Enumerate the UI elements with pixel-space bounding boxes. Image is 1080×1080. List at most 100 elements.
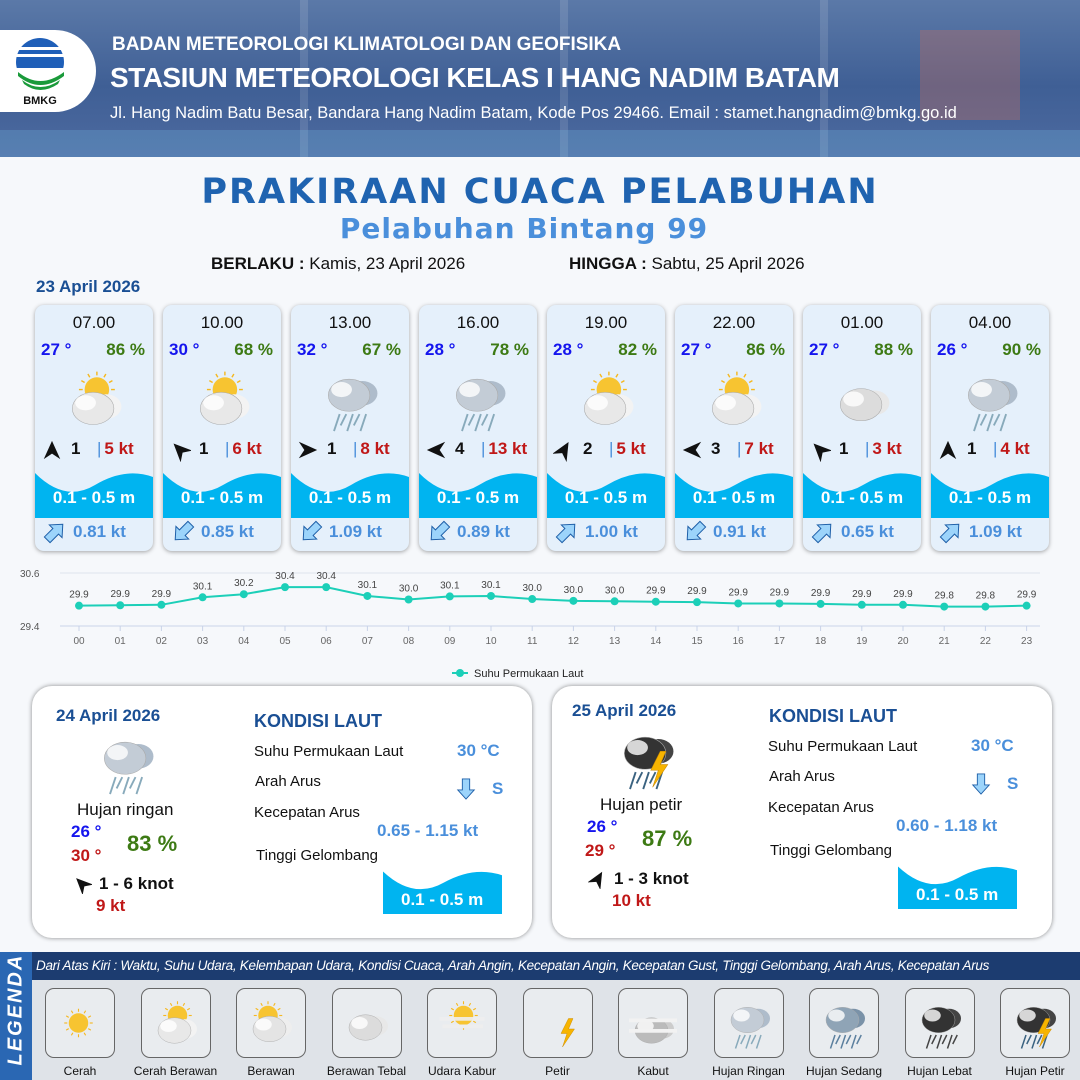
hujan-ringan-icon (456, 378, 506, 432)
forecast-time: 01.00 (840, 313, 884, 332)
data-point[interactable] (734, 599, 743, 608)
data-point[interactable] (157, 600, 166, 609)
data-point[interactable] (610, 597, 619, 606)
wave-icon (383, 871, 502, 914)
air-temperature: 27 ° (41, 340, 72, 359)
x-tick-label: 14 (650, 636, 662, 647)
wave-height: 0.1 - 0.5 m (820, 488, 904, 507)
air-temperature: 27 ° (681, 340, 712, 359)
gust-speed: 10 kt (612, 891, 651, 910)
current-speed: 1.00 kt (585, 522, 638, 541)
wave-value: 0.1 - 0.5 m (916, 885, 999, 904)
forecast-time: 07.00 (72, 313, 116, 332)
data-point[interactable] (1022, 601, 1031, 610)
valid-to-date: Sabtu, 25 April 2026 (651, 254, 805, 273)
forecast-card: 07.00 27 ° 86 % 1 5 kt 0.1 - 0.5 m 0.81 … (35, 305, 153, 551)
cerah-berawan-icon (157, 1001, 197, 1044)
data-point[interactable] (981, 602, 990, 611)
day-date: 24 April 2026 (56, 706, 161, 725)
data-point[interactable] (445, 592, 454, 601)
data-point[interactable] (528, 595, 537, 604)
data-label: 29.9 (110, 589, 130, 600)
data-point[interactable] (75, 601, 83, 610)
petir-icon (560, 1018, 575, 1048)
data-point[interactable] (693, 598, 701, 607)
sst-value: 30 °C (457, 741, 500, 760)
data-point[interactable] (363, 591, 372, 600)
current-speed-value: 0.65 - 1.15 kt (377, 821, 479, 840)
data-label: 30.0 (522, 583, 542, 594)
data-point[interactable] (569, 596, 578, 605)
x-tick-label: 20 (897, 636, 909, 647)
legend-label: Cerah Berawan (133, 1064, 218, 1078)
data-point[interactable] (404, 595, 413, 604)
x-tick-label: 16 (733, 636, 745, 647)
wave-value: 0.1 - 0.5 m (401, 890, 484, 909)
data-point[interactable] (775, 599, 784, 608)
berawan-tebal-icon (840, 388, 890, 422)
gust-speed: 8 kt (353, 439, 389, 459)
max-temperature: 30 ° (71, 846, 102, 865)
x-tick-label: 00 (73, 636, 85, 647)
legend-label: Berawan (247, 1064, 295, 1078)
hujan-ringan-icon (968, 378, 1018, 432)
logo-text: BMKG (23, 95, 57, 107)
min-temperature: 26 ° (71, 822, 102, 841)
wind-speed: 1 (71, 439, 81, 458)
forecast-time: 19.00 (584, 313, 628, 332)
x-tick-label: 09 (444, 636, 456, 647)
data-point[interactable] (651, 597, 660, 606)
valid-to-label: HINGGA : (569, 254, 647, 273)
data-point[interactable] (899, 600, 907, 609)
data-label: 30.2 (234, 578, 254, 589)
chart-legend[interactable]: Suhu Permukaan Laut (452, 668, 583, 680)
legend-label: Hujan Sedang (805, 1064, 883, 1078)
sea-conditions-title: KONDISI LAUT (254, 711, 382, 731)
valid-from: BERLAKU : Kamis, 23 April 2026 (211, 254, 465, 274)
air-temperature: 28 ° (553, 340, 584, 359)
data-point[interactable] (198, 593, 207, 602)
agency-name: BADAN METEOROLOGI KLIMATOLOGI DAN GEOFIS… (112, 34, 622, 55)
legend-icon-box (331, 988, 402, 1058)
y-tick-label: 29.4 (20, 622, 40, 633)
data-point[interactable] (322, 583, 331, 592)
hujan-ringan-icon (104, 741, 154, 795)
x-tick-label: 11 (527, 636, 538, 647)
sea-temperature-chart: 30.6 29.4 00 29.9 01 29.9 02 29.9 03 30.1 04 30.2 05… (20, 569, 1040, 680)
gust-speed: 13 kt (481, 439, 527, 459)
cerah-berawan-icon (712, 371, 762, 425)
data-point[interactable] (281, 583, 289, 592)
air-temperature: 32 ° (297, 340, 328, 359)
data-point[interactable] (487, 591, 495, 600)
day-date: 25 April 2026 (572, 701, 677, 720)
wave-icon (898, 866, 1017, 909)
data-point[interactable] (239, 590, 248, 599)
current-direction-icon (686, 520, 707, 541)
current-direction-icon (302, 520, 323, 541)
berawan-icon (252, 1001, 292, 1042)
current-speed: 1.09 kt (969, 522, 1022, 541)
weather-condition: Hujan ringan (77, 800, 174, 819)
x-tick-label: 19 (856, 636, 868, 647)
wave-height: 0.1 - 0.5 m (692, 488, 776, 507)
current-direction-icon (430, 520, 451, 541)
x-tick-label: 04 (238, 636, 250, 647)
legend-side-label: LEGENDA (0, 952, 32, 1080)
data-point[interactable] (940, 602, 949, 611)
air-temperature: 28 ° (425, 340, 456, 359)
data-label: 29.9 (852, 589, 872, 600)
day1-date: 23 April 2026 (36, 277, 141, 296)
data-point[interactable] (116, 601, 125, 610)
data-point[interactable] (816, 599, 825, 608)
sst-value: 30 °C (971, 736, 1014, 755)
legend-icon-box (618, 988, 688, 1058)
port-name: Pelabuhan Bintang 99 (339, 212, 709, 245)
humidity: 82 % (618, 340, 657, 359)
current-speed: 1.09 kt (329, 522, 382, 541)
gust-speed: 6 kt (225, 439, 261, 459)
forecast-card: 19.00 28 ° 82 % 2 5 kt 0.1 - 0.5 m 1.00 … (547, 305, 665, 551)
data-label: 29.9 (687, 586, 707, 597)
data-label: 30.0 (605, 585, 625, 596)
x-tick-label: 06 (321, 636, 333, 647)
data-point[interactable] (857, 600, 866, 609)
